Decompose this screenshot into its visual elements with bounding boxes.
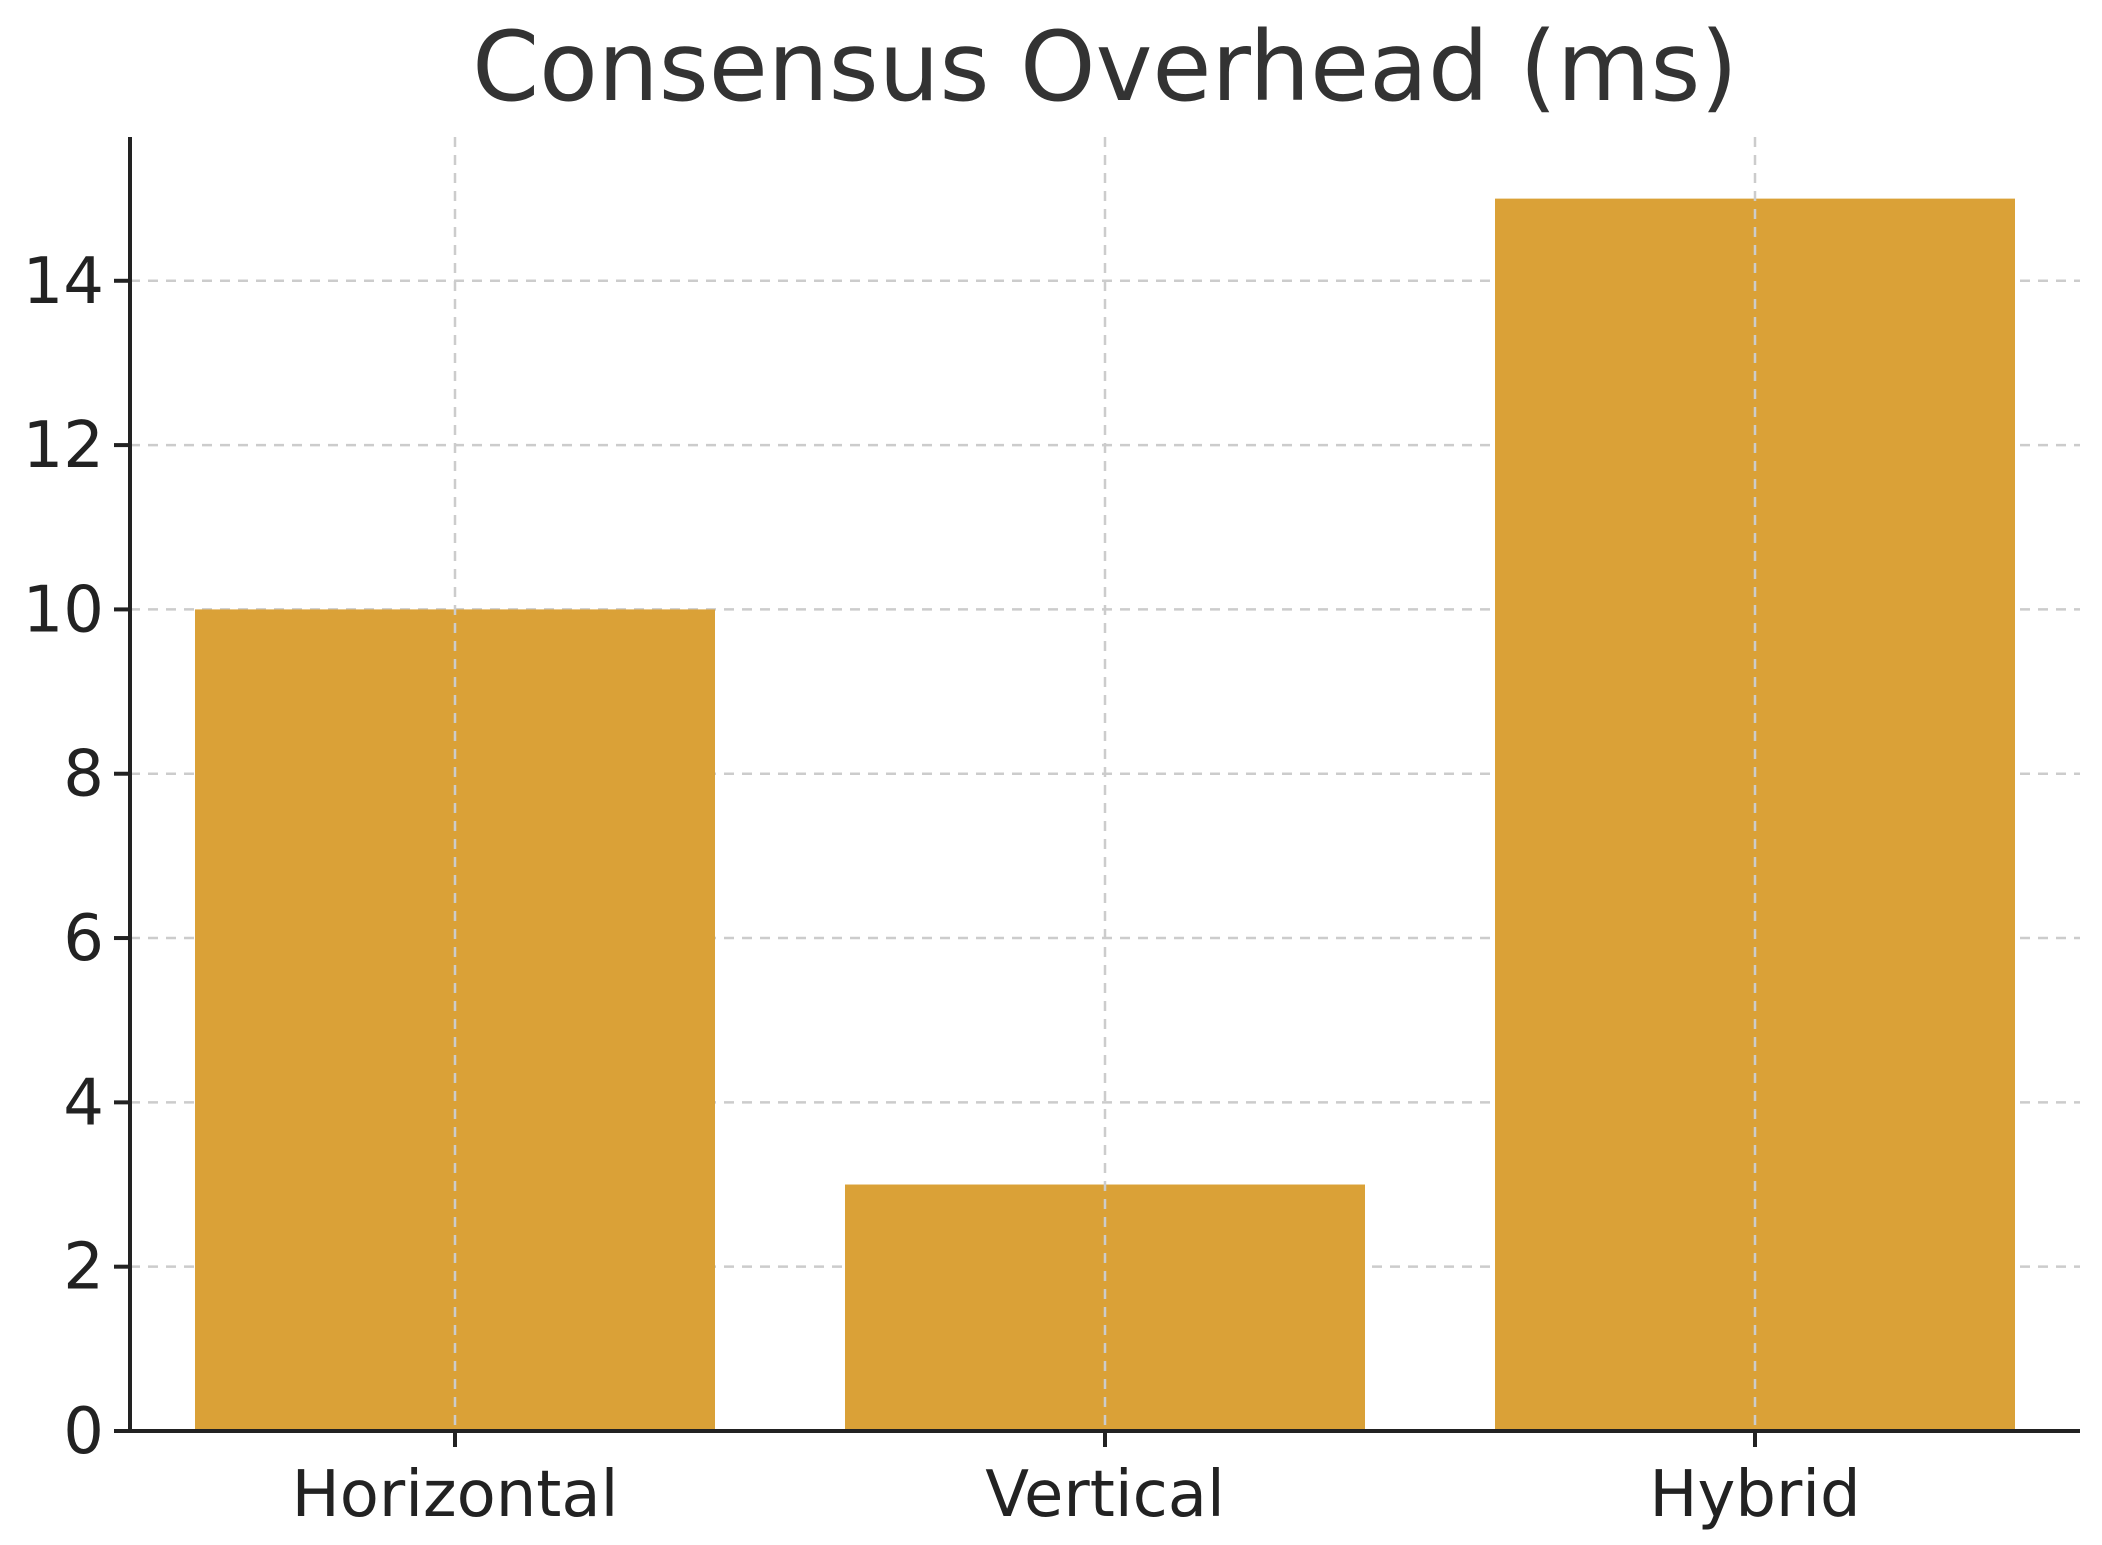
- y-tick-label-6: 6: [63, 902, 104, 976]
- y-tick-label-0: 0: [63, 1395, 104, 1469]
- bar-hybrid: [1495, 198, 2015, 1432]
- y-tick-label-14: 14: [23, 245, 104, 319]
- x-tick-label-hybrid: Hybrid: [1649, 1458, 1860, 1532]
- x-axis-ticks: Horizontal Vertical Hybrid: [292, 1431, 1861, 1532]
- y-tick-label-12: 12: [23, 409, 104, 483]
- x-tick-label-horizontal: Horizontal: [292, 1458, 619, 1532]
- y-tick-label-4: 4: [63, 1066, 104, 1140]
- x-tick-label-vertical: Vertical: [985, 1458, 1225, 1532]
- y-tick-label-10: 10: [23, 573, 104, 647]
- y-tick-label-8: 8: [63, 738, 104, 812]
- bars: [195, 198, 2015, 1432]
- y-tick-label-2: 2: [63, 1231, 104, 1305]
- chart-title: Consensus Overhead (ms): [472, 11, 1738, 123]
- y-axis-ticks: 0 2 4 6 8 10 12 14: [23, 245, 130, 1469]
